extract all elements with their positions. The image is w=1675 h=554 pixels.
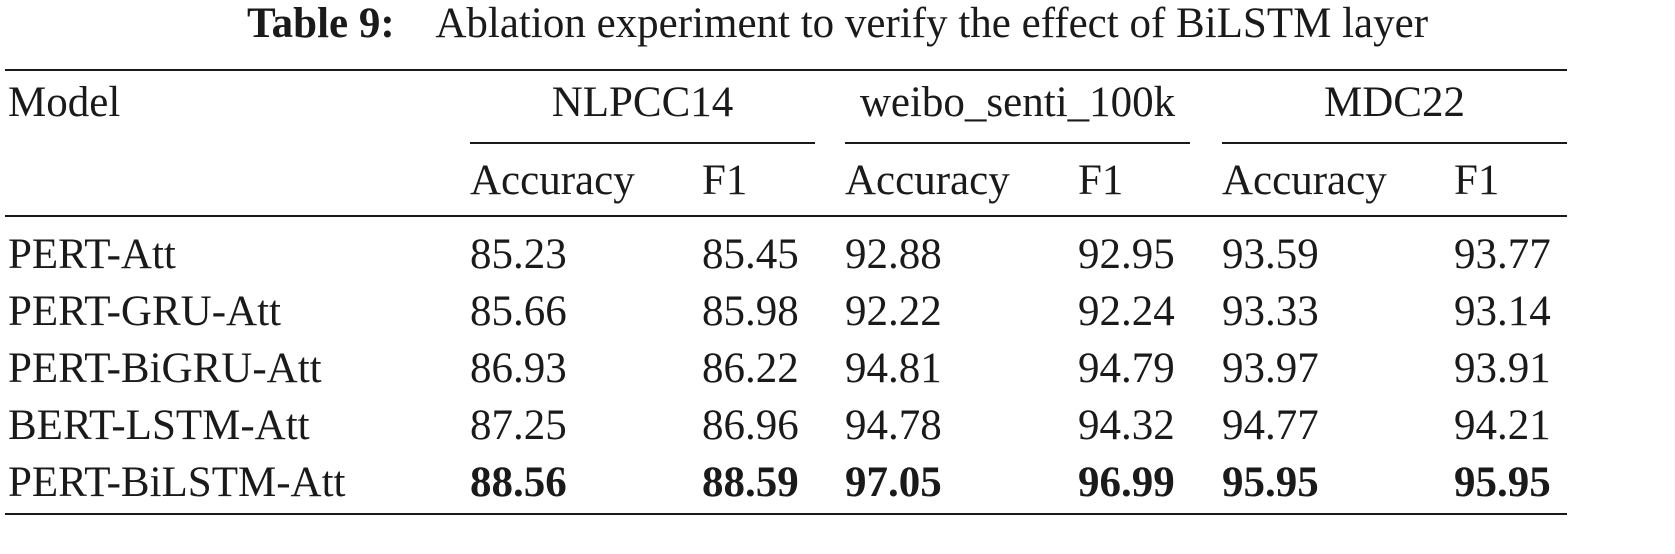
table-cell: 92.95 [1078,231,1175,278]
table-cell: 86.22 [702,345,799,392]
table-cell: 94.81 [845,345,942,392]
table-cell: 85.23 [470,231,567,278]
subheader-accuracy-1: Accuracy [470,157,635,204]
table-caption-text: Ablation experiment to verify the effect… [435,0,1429,47]
table-cell: 85.98 [702,288,799,335]
table-cell: 93.97 [1222,345,1319,392]
header-model: Model [8,79,121,126]
table-row-model: PERT-BiGRU-Att [8,345,322,392]
table-cell: 88.59 [702,459,799,506]
table-caption-label: Table 9: [246,0,395,47]
subheader-f1-3: F1 [1454,157,1500,204]
group-rule-weibo [845,142,1190,144]
group-rule-mdc22 [1222,142,1567,144]
table-cell: 93.77 [1454,231,1551,278]
subheader-accuracy-2: Accuracy [845,157,1010,204]
subheader-f1-1: F1 [702,157,748,204]
group-rule-nlpcc14 [470,142,815,144]
table-cell: 96.99 [1078,459,1175,506]
table-cell: 93.91 [1454,345,1551,392]
table-cell: 92.88 [845,231,942,278]
table-row-model: PERT-GRU-Att [8,288,281,335]
table-cell: 95.95 [1454,459,1551,506]
header-group-weibo: weibo_senti_100k [859,79,1176,126]
table-caption-spacer [405,0,427,47]
table-caption: Table 9: Ablation experiment to verify t… [0,0,1675,48]
table-row-model: PERT-BiLSTM-Att [8,459,346,506]
table-cell: 85.45 [702,231,799,278]
table-cell: 93.33 [1222,288,1319,335]
subheader-f1-2: F1 [1078,157,1124,204]
table-cell: 87.25 [470,402,567,449]
table-cell: 85.66 [470,288,567,335]
table-row-model: BERT-LSTM-Att [8,402,310,449]
table-cell: 86.96 [702,402,799,449]
table-cell: 94.77 [1222,402,1319,449]
table-cell: 95.95 [1222,459,1319,506]
table-cell: 88.56 [470,459,567,506]
table-header-rule [5,215,1567,217]
table-top-rule [5,69,1567,71]
table-cell: 93.59 [1222,231,1319,278]
table-cell: 93.14 [1454,288,1551,335]
table-cell: 97.05 [845,459,942,506]
table-cell: 94.21 [1454,402,1551,449]
table-cell: 94.32 [1078,402,1175,449]
table-cell: 94.79 [1078,345,1175,392]
header-group-nlpcc14: NLPCC14 [551,79,734,126]
table-cell: 94.78 [845,402,942,449]
table-cell: 86.93 [470,345,567,392]
subheader-accuracy-3: Accuracy [1222,157,1387,204]
table-cell: 92.22 [845,288,942,335]
table-row-model: PERT-Att [8,231,176,278]
header-group-mdc22: MDC22 [1324,79,1465,126]
table-bottom-rule [5,513,1567,515]
table-cell: 92.24 [1078,288,1175,335]
